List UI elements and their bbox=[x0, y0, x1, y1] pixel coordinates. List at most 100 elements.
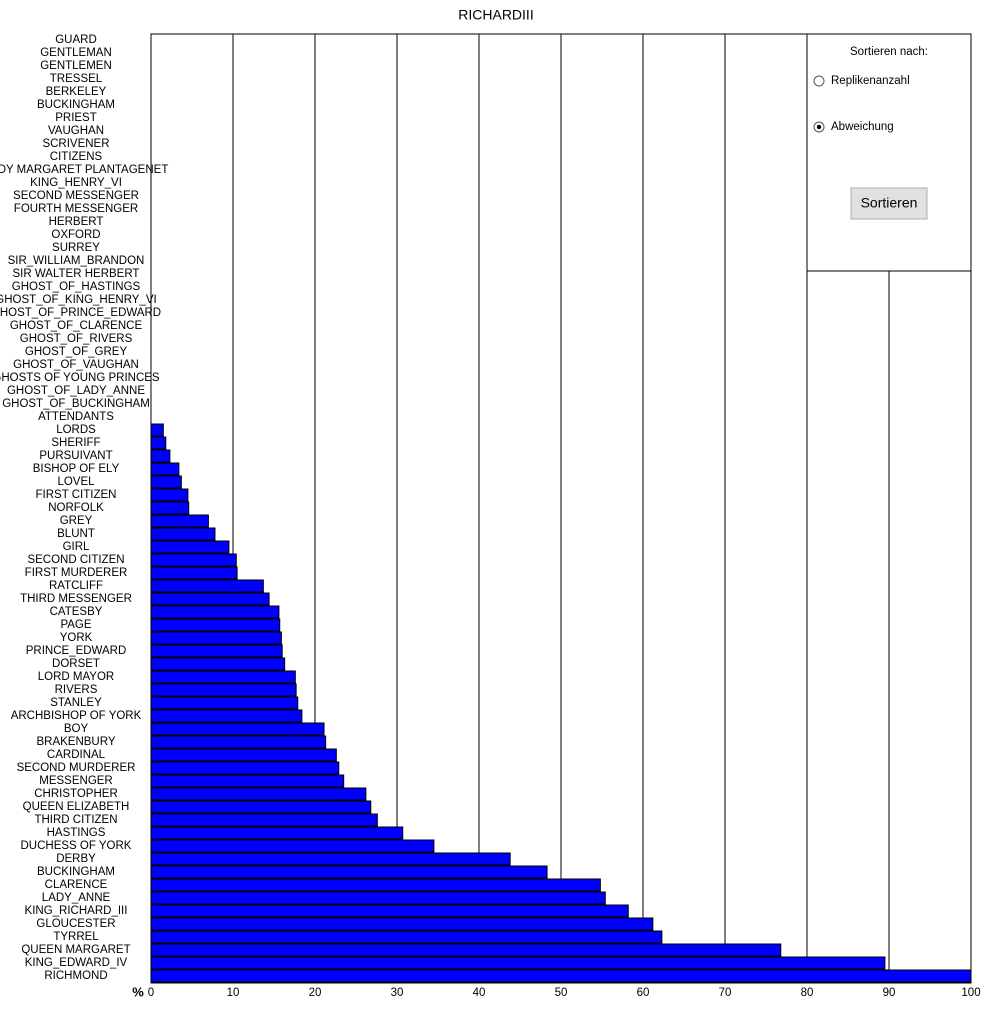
y-tick-label: QUEEN MARGARET bbox=[21, 944, 130, 956]
bar bbox=[150, 891, 606, 905]
bar bbox=[150, 657, 286, 671]
bar bbox=[150, 540, 230, 554]
bar bbox=[150, 761, 340, 775]
y-tick-label: SCRIVENER bbox=[42, 138, 109, 150]
bar bbox=[150, 969, 972, 983]
x-tick-label: 60 bbox=[637, 987, 650, 999]
bar bbox=[150, 514, 209, 528]
y-tick-label: GUARD bbox=[55, 34, 97, 46]
y-tick-label: GHOST_OF_HASTINGS bbox=[12, 281, 141, 293]
sort-label: Sortieren nach: bbox=[850, 46, 928, 58]
x-tick-label: 80 bbox=[801, 987, 814, 999]
x-tick-label: 30 bbox=[391, 987, 404, 999]
y-tick-label: BUCKINGHAM bbox=[37, 99, 115, 111]
y-tick-label: SURREY bbox=[52, 242, 100, 254]
y-tick-label: TYRREL bbox=[53, 931, 99, 943]
sort-button[interactable] bbox=[850, 187, 928, 220]
x-tick-label: 10 bbox=[227, 987, 240, 999]
y-tick-label: BRAKENBURY bbox=[36, 736, 115, 748]
y-tick-label: GHOST_OF_GREY bbox=[25, 346, 128, 358]
y-tick-label: GHOST_OF_KING_HENRY_VI bbox=[0, 294, 157, 306]
y-tick-label: CARDINAL bbox=[47, 749, 106, 761]
y-tick-label: SECOND MESSENGER bbox=[13, 190, 139, 202]
y-tick-label: HASTINGS bbox=[47, 827, 106, 839]
y-tick-label: HERBERT bbox=[49, 216, 104, 228]
y-tick-label: FIRST CITIZEN bbox=[36, 489, 117, 501]
y-tick-label: OXFORD bbox=[51, 229, 100, 241]
y-tick-label: BUCKINGHAM bbox=[37, 866, 115, 878]
x-tick-label: 40 bbox=[473, 987, 486, 999]
bar bbox=[150, 423, 164, 437]
bar bbox=[150, 917, 654, 931]
bar bbox=[150, 527, 216, 541]
bar bbox=[150, 709, 303, 723]
bar bbox=[150, 722, 325, 736]
y-tick-label: FIRST MURDERER bbox=[25, 567, 128, 579]
y-tick-label: BLUNT bbox=[57, 528, 95, 540]
bar bbox=[150, 904, 629, 918]
bar bbox=[150, 800, 372, 814]
bar bbox=[150, 813, 378, 827]
bar bbox=[150, 735, 327, 749]
y-tick-label: PRIEST bbox=[55, 112, 97, 124]
y-tick-label: GREY bbox=[60, 515, 93, 527]
y-tick-label: VAUGHAN bbox=[48, 125, 104, 137]
y-tick-label: GENTLEMEN bbox=[40, 60, 112, 72]
y-tick-label: RATCLIFF bbox=[49, 580, 103, 592]
x-axis-label: % bbox=[132, 984, 144, 999]
radio-dot bbox=[816, 124, 822, 130]
y-tick-label: GLOUCESTER bbox=[36, 918, 115, 930]
bar bbox=[150, 618, 281, 632]
y-tick-label: CATESBY bbox=[50, 606, 103, 618]
sort-panel bbox=[806, 33, 972, 272]
bar bbox=[150, 605, 280, 619]
radio-label[interactable]: Replikenanzahl bbox=[831, 75, 910, 87]
y-tick-label: LADY MARGARET PLANTAGENET bbox=[0, 164, 168, 176]
y-tick-label: CITIZENS bbox=[50, 151, 103, 163]
y-tick-label: GHOST_OF_BUCKINGHAM bbox=[2, 398, 150, 410]
bar bbox=[150, 436, 167, 450]
y-tick-label: CLARENCE bbox=[45, 879, 108, 891]
bar bbox=[150, 566, 238, 580]
y-tick-label: SECOND MURDERER bbox=[17, 762, 136, 774]
y-tick-label: BERKELEY bbox=[46, 86, 107, 98]
y-tick-label: RIVERS bbox=[55, 684, 98, 696]
y-tick-label: NORFOLK bbox=[48, 502, 104, 514]
bar bbox=[150, 631, 282, 645]
y-tick-label: TRESSEL bbox=[50, 73, 103, 85]
y-tick-label: CHRISTOPHER bbox=[34, 788, 118, 800]
y-tick-label: GHOST_OF_VAUGHAN bbox=[13, 359, 139, 371]
bar bbox=[150, 696, 299, 710]
bar bbox=[150, 839, 435, 853]
bar bbox=[150, 462, 180, 476]
x-tick-label: 90 bbox=[883, 987, 896, 999]
radio-label[interactable]: Abweichung bbox=[831, 121, 894, 133]
bar bbox=[150, 787, 367, 801]
bar bbox=[150, 683, 297, 697]
bar bbox=[150, 748, 337, 762]
y-tick-label: BISHOP OF ELY bbox=[33, 463, 120, 475]
y-tick-label: SIR WALTER HERBERT bbox=[13, 268, 140, 280]
bar bbox=[150, 488, 189, 502]
bar bbox=[150, 852, 511, 866]
y-tick-label: THIRD CITIZEN bbox=[34, 814, 117, 826]
bar bbox=[150, 553, 237, 567]
y-tick-label: DERBY bbox=[56, 853, 96, 865]
y-tick-label: SHERIFF bbox=[51, 437, 100, 449]
y-tick-label: STANLEY bbox=[50, 697, 102, 709]
x-tick-label: 20 bbox=[309, 987, 322, 999]
radio-button[interactable] bbox=[813, 75, 825, 87]
bar bbox=[150, 930, 663, 944]
y-tick-label: QUEEN ELIZABETH bbox=[23, 801, 130, 813]
x-tick-label: 50 bbox=[555, 987, 568, 999]
bar bbox=[150, 579, 264, 593]
bar bbox=[150, 774, 345, 788]
bar bbox=[150, 644, 283, 658]
bar bbox=[150, 592, 270, 606]
bar bbox=[150, 826, 404, 840]
y-tick-label: FOURTH MESSENGER bbox=[14, 203, 138, 215]
y-tick-label: ATTENDANTS bbox=[38, 411, 114, 423]
sort-button-label[interactable]: Sortieren bbox=[861, 195, 918, 211]
y-tick-label: LOVEL bbox=[57, 476, 95, 488]
x-tick-label: 0 bbox=[148, 987, 154, 999]
